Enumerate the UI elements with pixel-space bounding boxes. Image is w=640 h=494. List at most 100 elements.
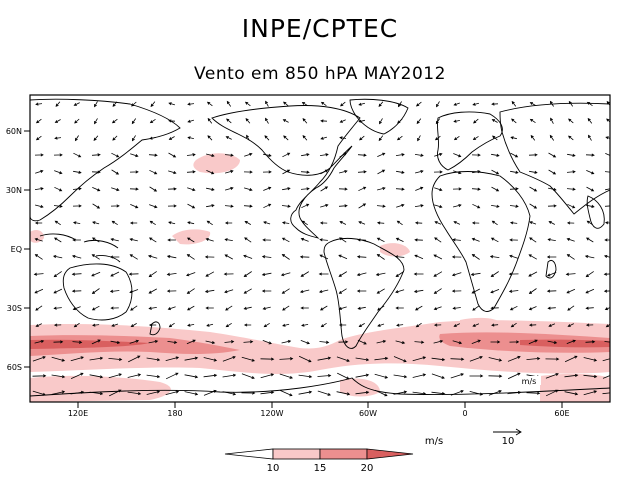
wind-vector [566, 237, 575, 242]
wind-vector [450, 357, 465, 361]
coast-east-asia-west [30, 98, 181, 222]
wind-vector [281, 204, 291, 208]
wind-vector [224, 221, 233, 225]
wind-vector [529, 170, 538, 174]
wind-vector [450, 373, 464, 379]
wind-vector [339, 237, 347, 243]
wind-vector [207, 135, 213, 141]
wind-vector [203, 373, 218, 378]
wind-vector [111, 323, 119, 327]
wind-vector [604, 171, 610, 173]
wind-vector [471, 288, 480, 294]
wind-vector [602, 392, 610, 395]
wind-vector [298, 390, 313, 395]
wind-vector [226, 118, 232, 124]
wind-vector [168, 170, 177, 175]
wind-vector [528, 323, 537, 327]
wind-vector [604, 205, 610, 207]
shade-antarctic-1 [30, 375, 171, 402]
wind-vector [206, 220, 213, 226]
wind-vector [396, 203, 405, 208]
wind-vector [470, 272, 481, 276]
wind-vector [129, 339, 140, 344]
wind-vector [490, 289, 500, 294]
wind-vector [260, 373, 275, 379]
shade-equator-pacific [172, 229, 211, 245]
wind-vector [131, 118, 137, 125]
wind-vector [301, 203, 310, 209]
wind-vector [453, 170, 462, 175]
wind-vector [187, 187, 196, 192]
wind-vector [490, 306, 499, 310]
wind-vector [34, 187, 44, 191]
wind-vector [379, 118, 383, 125]
wind-vector [450, 390, 464, 396]
wind-vector [357, 339, 367, 345]
wind-vector [184, 356, 199, 361]
wind-vector [566, 254, 575, 260]
wind-vector [566, 339, 576, 344]
wind-vector [546, 289, 557, 293]
wind-vector [586, 204, 595, 208]
wind-vector [167, 204, 177, 208]
wind-vector [112, 135, 118, 141]
wind-vector [165, 390, 180, 395]
wind-vector [509, 238, 518, 242]
wind-vectors [32, 100, 610, 397]
wind-vector [490, 340, 501, 344]
wind-vector [262, 238, 271, 242]
wind-vector [374, 389, 388, 397]
wind-vector [529, 118, 536, 124]
wind-vector [566, 221, 575, 225]
wind-vector [396, 220, 403, 226]
wind-vector [567, 153, 576, 157]
wind-vector [128, 355, 141, 363]
wind-vector [412, 391, 427, 396]
wind-vector [241, 356, 255, 362]
wind-vector [73, 102, 80, 106]
wind-vector [602, 358, 610, 362]
color-bar-segment-3 [319, 448, 368, 460]
wind-vector [469, 391, 484, 396]
wind-vector [186, 153, 196, 157]
coast-greenland [349, 98, 409, 135]
wind-vector [111, 169, 120, 175]
shade-antarctic-3 [540, 373, 610, 402]
wind-vector [283, 135, 289, 141]
wind-vector [34, 153, 44, 157]
wind-vector [433, 323, 442, 327]
wind-vector [564, 355, 578, 363]
wind-vector [109, 255, 120, 259]
wind-vector [206, 101, 213, 107]
wind-vector [451, 255, 462, 259]
lon-label-180: 180 [167, 409, 182, 418]
wind-vector [376, 204, 386, 208]
wind-vector [317, 390, 331, 396]
coast-europe [436, 111, 503, 171]
wind-vector [604, 307, 610, 311]
wind-vector [339, 152, 348, 158]
color-bar-tick-10: 10 [267, 463, 280, 474]
wind-vector [339, 119, 346, 123]
wind-vector [412, 356, 427, 362]
wind-vector [319, 153, 329, 157]
wind-vector [415, 170, 424, 174]
wind-vector [606, 100, 610, 107]
wind-vector [187, 323, 195, 327]
wind-vector [547, 306, 556, 310]
wind-vector [415, 322, 422, 328]
wind-vector [507, 355, 521, 362]
wind-vector [452, 340, 463, 345]
wind-vector [377, 187, 386, 191]
wind-vector [300, 187, 310, 191]
wind-vector [167, 187, 177, 191]
wind-vector [205, 340, 216, 345]
wind-vector [338, 340, 349, 344]
wind-vector [241, 373, 255, 379]
wind-vector [507, 372, 521, 380]
wind-vector [340, 101, 346, 107]
wind-vector [148, 323, 157, 327]
wind-vector [453, 102, 460, 106]
wind-vector [186, 272, 196, 277]
wind-vector [396, 323, 404, 327]
